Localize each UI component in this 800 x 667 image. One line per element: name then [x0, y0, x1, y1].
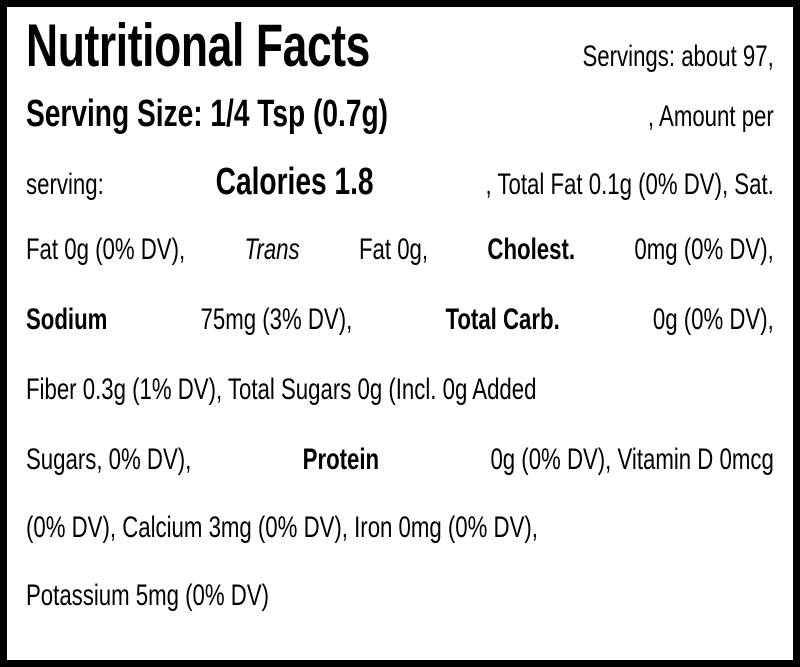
- label-line-8: (0% DV), Calcium 3mg (0% DV), Iron 0mg (…: [26, 511, 774, 579]
- sodium-label: Sodium: [26, 303, 108, 336]
- serving-size-text: Serving Size: 1/4 Tsp (0.7g): [26, 93, 389, 135]
- protein-label: Protein: [302, 443, 380, 476]
- label-line-2: Serving Size: 1/4 Tsp (0.7g) , Amount pe…: [26, 93, 774, 161]
- trans-fat-text: Fat 0g,: [358, 233, 429, 266]
- potassium-text: Potassium 5mg (0% DV): [26, 579, 270, 612]
- added-sugars-text: Sugars, 0% DV),: [26, 443, 192, 476]
- amount-per-text: , Amount per: [647, 100, 774, 133]
- label-line-4: Fat 0g (0% DV), Trans Fat 0g, Cholest. 0…: [26, 233, 774, 303]
- protein-vitamin-d-text: 0g (0% DV), Vitamin D 0mcg: [490, 443, 774, 476]
- trans-word: Trans: [244, 233, 300, 266]
- label-line-9: Potassium 5mg (0% DV): [26, 579, 774, 647]
- label-line-6: Fiber 0.3g (1% DV), Total Sugars 0g (Inc…: [26, 373, 774, 443]
- serving-prefix-text: serving:: [26, 168, 104, 201]
- calories-text: Calories 1.8: [215, 161, 374, 203]
- cholest-value: 0mg (0% DV),: [634, 233, 774, 266]
- label-line-1: Nutritional Facts Servings: about 97,: [26, 7, 774, 93]
- sodium-value: 75mg (3% DV),: [200, 303, 353, 336]
- total-fat-text: , Total Fat 0.1g (0% DV), Sat.: [485, 168, 774, 201]
- label-line-7: Sugars, 0% DV), Protein 0g (0% DV), Vita…: [26, 443, 774, 511]
- calcium-iron-text: (0% DV), Calcium 3mg (0% DV), Iron 0mg (…: [26, 511, 538, 544]
- label-title: Nutritional Facts: [26, 12, 371, 79]
- fiber-sugars-text: Fiber 0.3g (1% DV), Total Sugars 0g (Inc…: [26, 373, 537, 406]
- label-line-3: serving: Calories 1.8 , Total Fat 0.1g (…: [26, 161, 774, 233]
- sat-fat-text: Fat 0g (0% DV),: [26, 233, 186, 266]
- cholest-label: Cholest.: [487, 233, 576, 266]
- total-carb-value: 0g (0% DV),: [652, 303, 774, 336]
- total-carb-label: Total Carb.: [445, 303, 560, 336]
- servings-text: Servings: about 97,: [582, 40, 774, 73]
- label-line-5: Sodium 75mg (3% DV), Total Carb. 0g (0% …: [26, 303, 774, 373]
